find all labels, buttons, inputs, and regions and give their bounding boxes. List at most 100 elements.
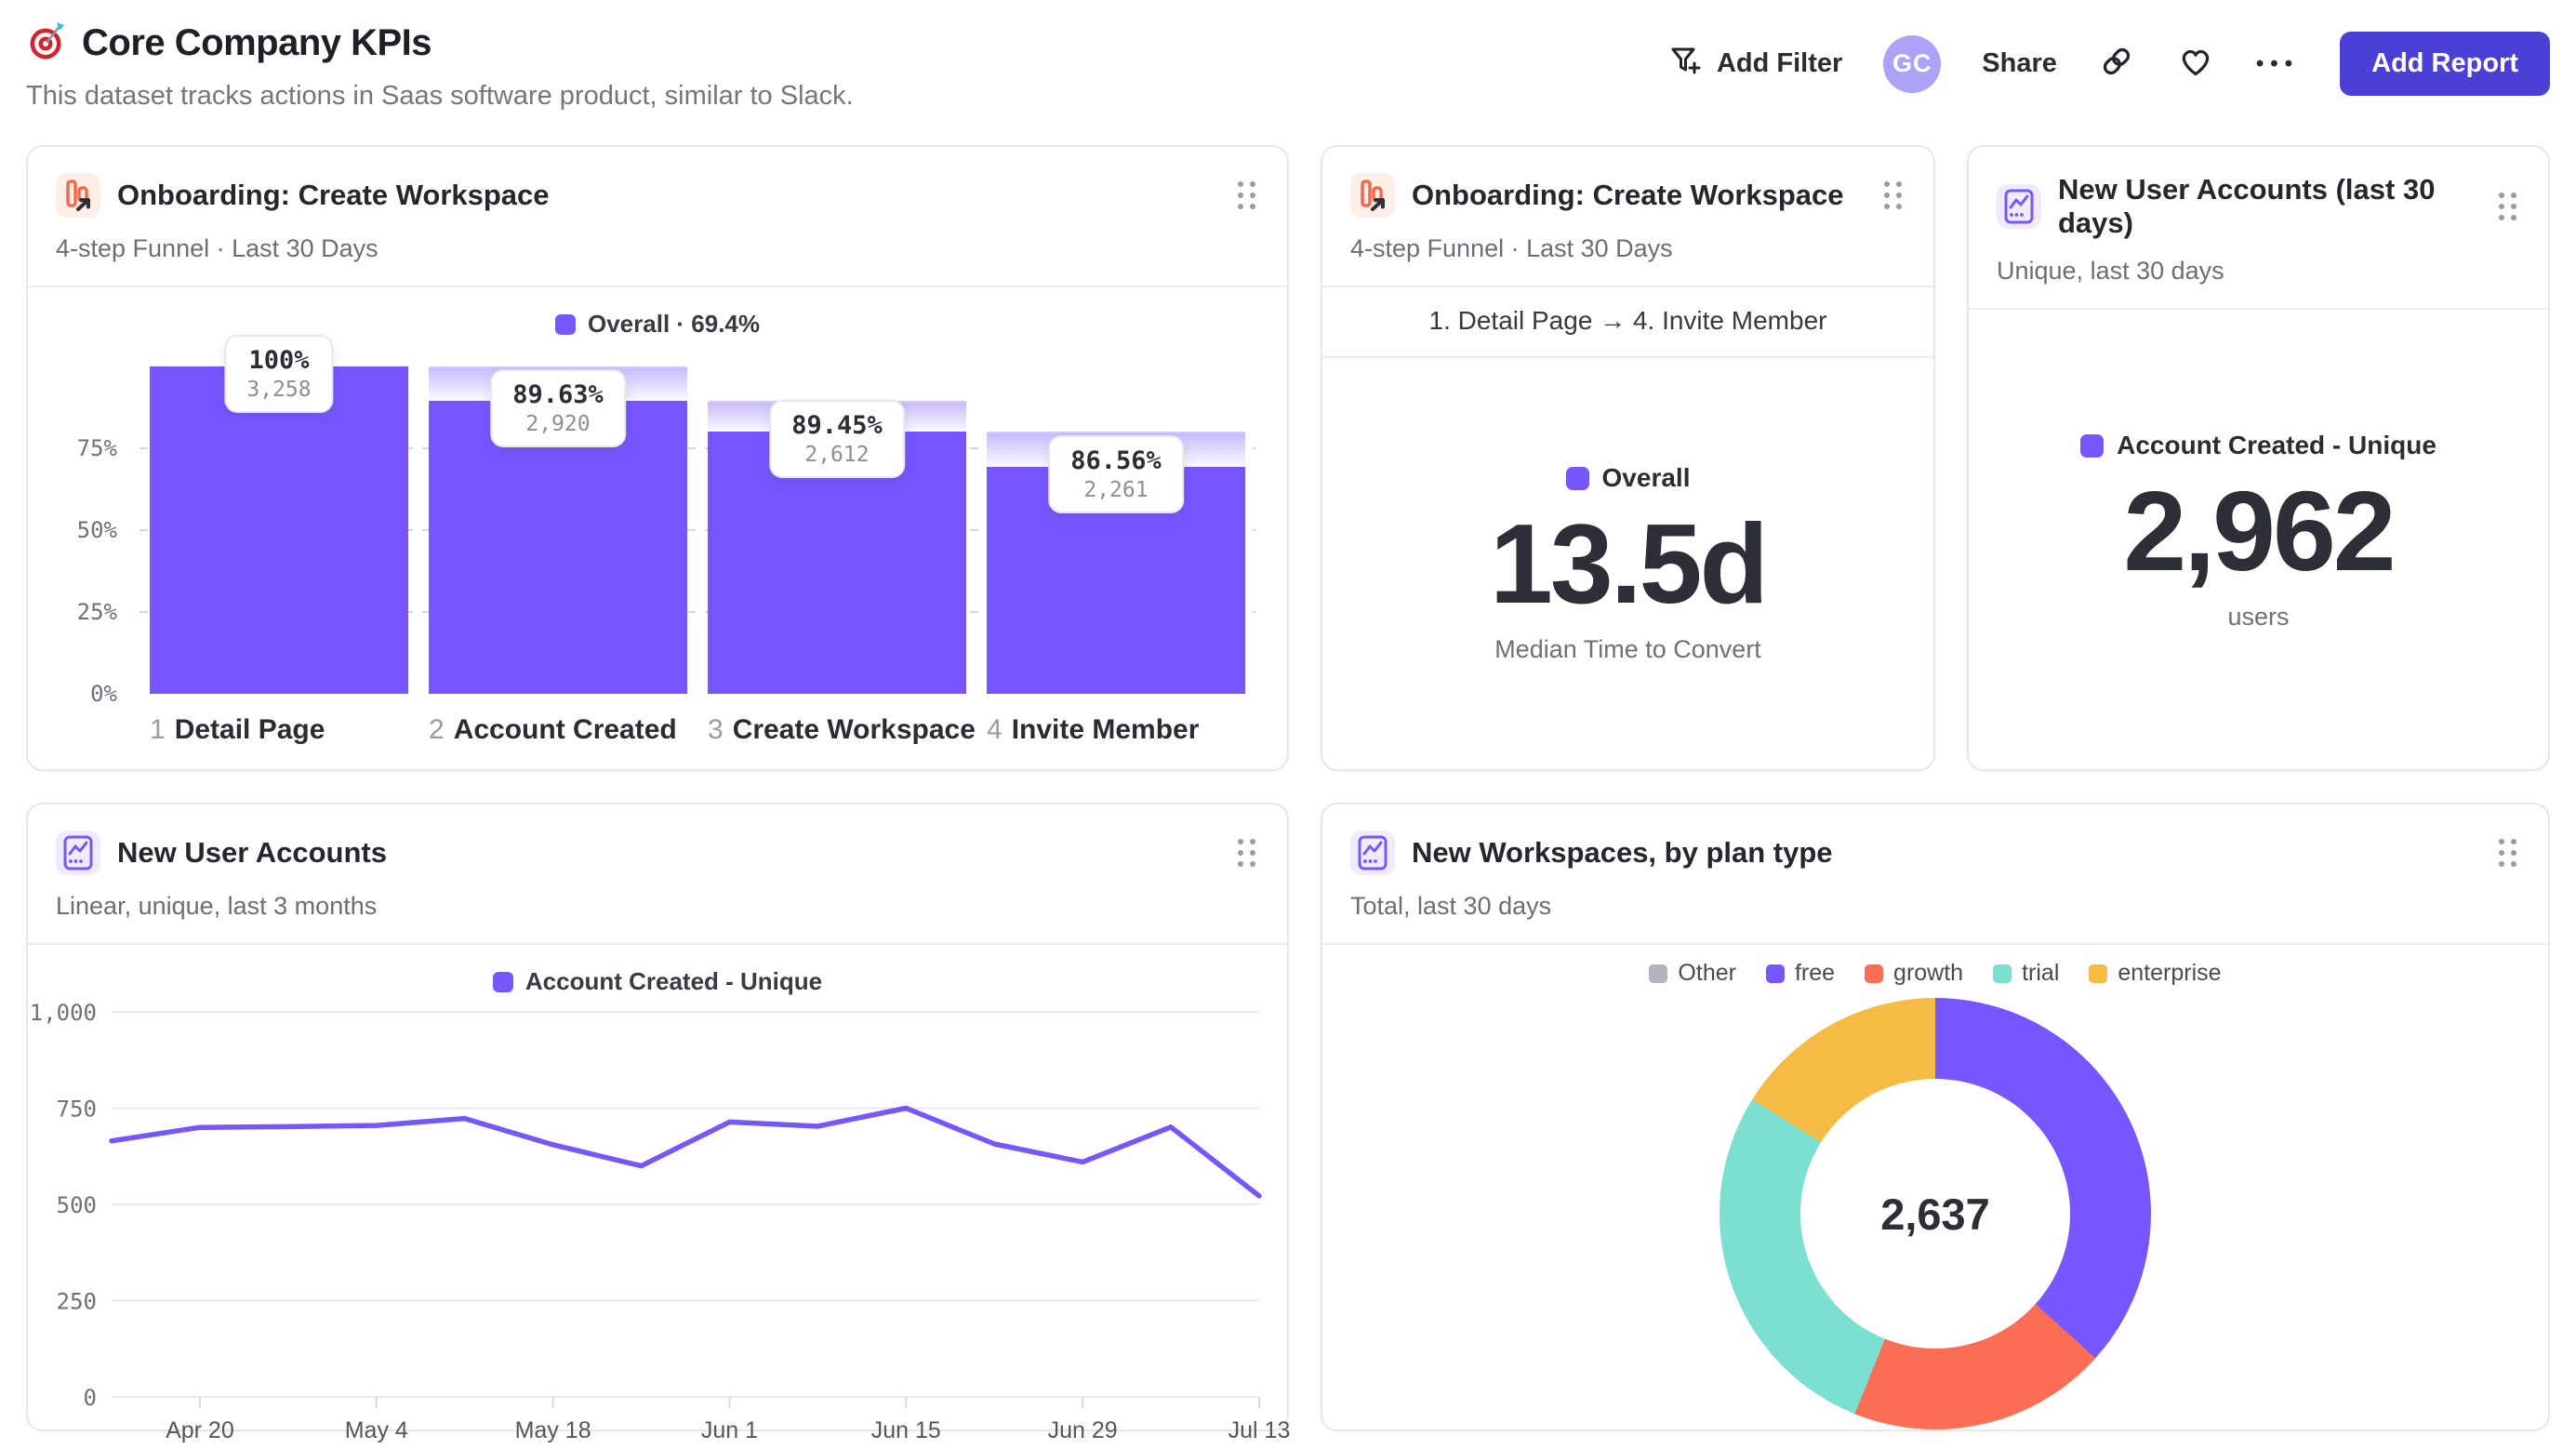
dashboard-grid: Onboarding: Create Workspace 4-step Funn… bbox=[0, 112, 2576, 1443]
funnel-bar[interactable] bbox=[429, 400, 687, 694]
divider bbox=[1969, 308, 2548, 310]
funnel-step-count: 2,612 bbox=[804, 442, 870, 467]
legend-swatch bbox=[1765, 964, 1785, 983]
legend-label: growth bbox=[1893, 960, 1964, 986]
divider bbox=[28, 286, 1287, 287]
legend-swatch bbox=[1993, 964, 2012, 983]
card-subtitle: Unique, last 30 days bbox=[1997, 257, 2224, 285]
donut-chart[interactable]: 2,637 bbox=[1720, 998, 2151, 1429]
legend-label: Account Created - Unique bbox=[2117, 431, 2437, 459]
card-subtitle: Linear, unique, last 3 months bbox=[56, 892, 378, 920]
funnel-step-count: 2,920 bbox=[525, 411, 591, 436]
insights-report-icon bbox=[1350, 831, 1395, 875]
funnel-step-number: 1 bbox=[150, 714, 166, 745]
drag-handle[interactable] bbox=[1234, 835, 1259, 871]
drag-handle[interactable] bbox=[1234, 178, 1259, 213]
add-filter-button[interactable]: Add Filter bbox=[1666, 42, 1842, 86]
add-report-button[interactable]: Add Report bbox=[2340, 32, 2550, 96]
line-series[interactable] bbox=[109, 1105, 1262, 1199]
line-legend[interactable]: Account Created - Unique bbox=[28, 967, 1287, 996]
funnel-value-card: 89.63% 2,920 bbox=[490, 368, 626, 447]
card-subtitle: Total, last 30 days bbox=[1350, 892, 1552, 920]
drag-handle[interactable] bbox=[1880, 178, 1905, 213]
board-heading: Core Company KPIs This dataset tracks ac… bbox=[26, 20, 854, 112]
funnel-step-count: 3,258 bbox=[246, 378, 312, 402]
card-subtitle: 4-step Funnel · Last 30 Days bbox=[56, 234, 378, 262]
more-options-button[interactable]: ••• bbox=[2255, 50, 2300, 76]
favorite-heart-icon[interactable] bbox=[2176, 42, 2215, 86]
avatar[interactable]: GC bbox=[1883, 34, 1942, 93]
x-axis-label: Jun 29 bbox=[1048, 1417, 1118, 1443]
add-filter-label: Add Filter bbox=[1716, 48, 1843, 78]
divider bbox=[1322, 943, 2548, 945]
funnel-step-range[interactable]: 1. Detail Page → 4. Invite Member bbox=[1428, 306, 1827, 335]
line-chart: 0 250 500 750 1,000 Apr 20 May 4 May 18 Jun 1 Jun… bbox=[30, 998, 1291, 1446]
card-title[interactable]: Onboarding: Create Workspace bbox=[117, 179, 550, 211]
drag-handle[interactable] bbox=[2495, 189, 2520, 224]
page-subtitle: This dataset tracks actions in Saas soft… bbox=[26, 81, 854, 111]
funnel-bar[interactable] bbox=[150, 366, 408, 694]
copy-link-icon[interactable] bbox=[2098, 43, 2135, 85]
funnel-value-card: 86.56% 2,261 bbox=[1048, 434, 1184, 513]
card-title[interactable]: New Workspaces, by plan type bbox=[1412, 836, 1833, 869]
card-title[interactable]: New User Accounts bbox=[117, 836, 387, 869]
card-new-users-total: New User Accounts (last 30 days) Unique,… bbox=[1967, 145, 2550, 771]
funnel-step-label: 1 Detail Page bbox=[150, 714, 325, 745]
stat-legend[interactable]: Overall bbox=[1565, 463, 1690, 493]
legend-label: Other bbox=[1678, 960, 1736, 986]
median-time-value: 13.5d bbox=[1490, 500, 1769, 628]
page-title: Core Company KPIs bbox=[82, 22, 432, 63]
legend-swatch bbox=[555, 313, 576, 335]
legend-label: Account Created - Unique bbox=[524, 967, 823, 995]
stat-caption: users bbox=[2227, 602, 2290, 631]
card-title[interactable]: New User Accounts (last 30 days) bbox=[2058, 173, 2436, 239]
stat-caption: Median Time to Convert bbox=[1494, 634, 1761, 663]
funnel-report-icon bbox=[1350, 173, 1395, 218]
legend-swatch bbox=[1649, 964, 1668, 983]
funnel-step-number: 4 bbox=[987, 714, 1003, 745]
new-users-value: 2,962 bbox=[2123, 468, 2396, 594]
x-axis-label: Jul 13 bbox=[1228, 1417, 1291, 1443]
legend-item-other[interactable]: Other bbox=[1649, 960, 1736, 987]
legend-swatch bbox=[492, 971, 513, 992]
y-axis-label: 250 bbox=[57, 1289, 97, 1315]
legend-item-enterprise[interactable]: enterprise bbox=[2089, 960, 2222, 987]
y-axis-label: 0% bbox=[90, 681, 117, 707]
divider bbox=[1322, 356, 1933, 358]
divider bbox=[1322, 286, 1933, 287]
line-chart-svg: 0 250 500 750 1,000 Apr 20 May 4 May 18 Jun 1 Jun… bbox=[30, 1000, 1291, 1443]
dartboard-icon bbox=[26, 20, 67, 66]
x-axis-label: Jun 1 bbox=[701, 1417, 758, 1443]
funnel-legend[interactable]: Overall · 69.4% bbox=[28, 310, 1287, 339]
legend-label: trial bbox=[2022, 960, 2060, 986]
card-title[interactable]: Onboarding: Create Workspace bbox=[1412, 179, 1844, 211]
y-axis-label: 0 bbox=[84, 1385, 97, 1411]
stat-legend[interactable]: Account Created - Unique bbox=[2080, 431, 2437, 460]
legend-label: Overall · 69.4% bbox=[588, 310, 760, 338]
legend-item-trial[interactable]: trial bbox=[1993, 960, 2059, 987]
legend-swatch bbox=[1565, 466, 1589, 490]
y-axis-label: 750 bbox=[57, 1097, 97, 1123]
gridline bbox=[139, 611, 1255, 613]
funnel-step-percent: 100% bbox=[248, 346, 310, 375]
drag-handle[interactable] bbox=[2495, 835, 2520, 871]
funnel-plot: 0% 25% 50% 75% 100% 3,258 1 Detail Page 89.63% 2,… bbox=[77, 335, 1255, 745]
legend-item-free[interactable]: free bbox=[1765, 960, 1835, 987]
y-axis-label: 75% bbox=[76, 435, 117, 461]
funnel-step-label: 4 Invite Member bbox=[987, 714, 1200, 745]
funnel-step-percent: 86.56% bbox=[1070, 445, 1162, 475]
legend-swatch bbox=[2080, 433, 2105, 458]
filter-plus-icon bbox=[1666, 42, 1704, 86]
x-axis-label: Jun 15 bbox=[871, 1417, 941, 1443]
toolbar: Add Filter GC Share ••• Add Report bbox=[1666, 32, 2550, 96]
legend-swatch bbox=[2089, 964, 2108, 983]
funnel-step-percent: 89.63% bbox=[512, 379, 604, 409]
funnel-step-label: 2 Account Created bbox=[429, 714, 677, 745]
y-axis-label: 500 bbox=[57, 1192, 97, 1218]
card-subtitle: 4-step Funnel · Last 30 Days bbox=[1350, 234, 1673, 262]
gridline bbox=[139, 529, 1255, 531]
legend-item-growth[interactable]: growth bbox=[1865, 960, 1963, 987]
y-axis-label: 1,000 bbox=[30, 1000, 97, 1026]
share-button[interactable]: Share bbox=[1982, 48, 2057, 79]
funnel-value-card: 100% 3,258 bbox=[224, 335, 334, 413]
